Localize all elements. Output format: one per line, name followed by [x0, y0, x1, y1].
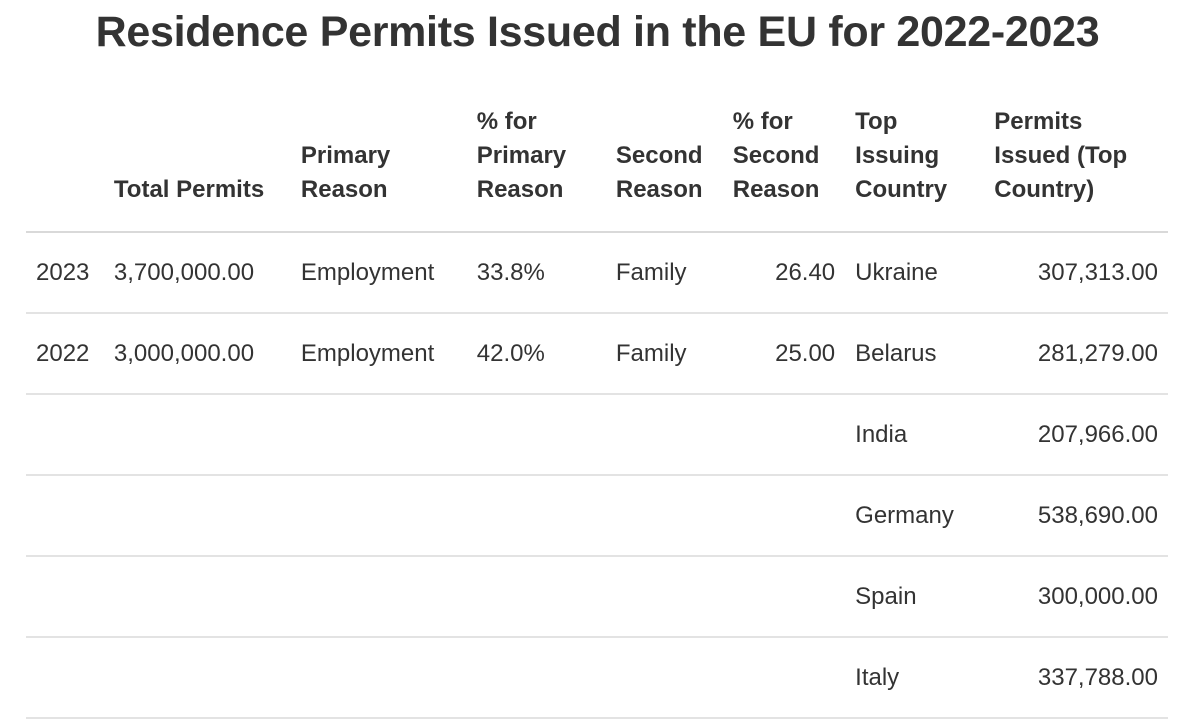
cell-year: 2023 [26, 232, 104, 314]
cell-pct-primary-reason [466, 394, 606, 476]
table-row: 2022 3,000,000.00 Employment 42.0% Family 25.… [26, 313, 1168, 395]
cell-second-reason: Family [605, 313, 723, 395]
table-header: Total Permits Primary Reason % for Prima… [26, 105, 1168, 233]
cell-total-permits [103, 394, 291, 476]
cell-permits-issued: 207,966.00 [984, 394, 1168, 476]
cell-pct-second-reason [722, 475, 846, 557]
header-year [26, 105, 104, 233]
cell-top-issuing-country: India [845, 394, 985, 476]
cell-top-issuing-country: Spain [845, 556, 985, 638]
table-row: 2023 3,700,000.00 Employment 33.8% Family 26.… [26, 232, 1168, 314]
cell-top-issuing-country: Ukraine [845, 232, 985, 314]
cell-year [26, 637, 104, 719]
table-row: India 207,966.00 [26, 394, 1168, 476]
cell-total-permits: 3,000,000.00 [103, 313, 291, 395]
cell-pct-primary-reason: 42.0% [466, 313, 606, 395]
cell-primary-reason [290, 556, 467, 638]
chart-title: Residence Permits Issued in the EU for 2… [95, 8, 1100, 56]
cell-permits-issued: 337,788.00 [984, 637, 1168, 719]
table-row: Germany 538,690.00 [26, 475, 1168, 557]
cell-pct-primary-reason [466, 637, 606, 719]
cell-primary-reason: Employment [290, 232, 467, 314]
header-pct-primary-reason: % for Primary Reason [466, 105, 606, 233]
header-top-issuing-country: Top Issuing Country [845, 105, 985, 233]
cell-second-reason [605, 394, 723, 476]
table-body: 2023 3,700,000.00 Employment 33.8% Family 26.… [26, 232, 1168, 719]
header-total-permits: Total Permits [103, 105, 291, 233]
cell-second-reason [605, 637, 723, 719]
cell-pct-primary-reason [466, 475, 606, 557]
cell-total-permits [103, 637, 291, 719]
header-row: Total Permits Primary Reason % for Prima… [26, 105, 1168, 233]
cell-permits-issued: 281,279.00 [984, 313, 1168, 395]
header-pct-second-reason: % for Second Reason [722, 105, 846, 233]
cell-pct-second-reason [722, 556, 846, 638]
cell-pct-second-reason: 25.00 [722, 313, 846, 395]
table-row: Spain 300,000.00 [26, 556, 1168, 638]
cell-pct-primary-reason: 33.8% [466, 232, 606, 314]
cell-year: 2022 [26, 313, 104, 395]
data-table: Total Permits Primary Reason % for Prima… [26, 105, 1168, 719]
cell-top-issuing-country: Germany [845, 475, 985, 557]
cell-pct-second-reason: 26.40 [722, 232, 846, 314]
cell-pct-second-reason [722, 637, 846, 719]
cell-permits-issued: 300,000.00 [984, 556, 1168, 638]
cell-primary-reason [290, 475, 467, 557]
cell-pct-second-reason [722, 394, 846, 476]
cell-top-issuing-country: Italy [845, 637, 985, 719]
cell-permits-issued: 307,313.00 [984, 232, 1168, 314]
cell-total-permits [103, 556, 291, 638]
cell-year [26, 394, 104, 476]
cell-second-reason [605, 556, 723, 638]
cell-second-reason: Family [605, 232, 723, 314]
cell-total-permits: 3,700,000.00 [103, 232, 291, 314]
cell-pct-primary-reason [466, 556, 606, 638]
cell-primary-reason [290, 637, 467, 719]
header-permits-issued-top-country: Permits Issued (Top Country) [984, 105, 1168, 233]
cell-total-permits [103, 475, 291, 557]
cell-second-reason [605, 475, 723, 557]
cell-year [26, 556, 104, 638]
cell-permits-issued: 538,690.00 [984, 475, 1168, 557]
cell-year [26, 475, 104, 557]
cell-primary-reason [290, 394, 467, 476]
header-second-reason: Second Reason [605, 105, 723, 233]
header-primary-reason: Primary Reason [290, 105, 467, 233]
table-row: Italy 337,788.00 [26, 637, 1168, 719]
cell-top-issuing-country: Belarus [845, 313, 985, 395]
cell-primary-reason: Employment [290, 313, 467, 395]
